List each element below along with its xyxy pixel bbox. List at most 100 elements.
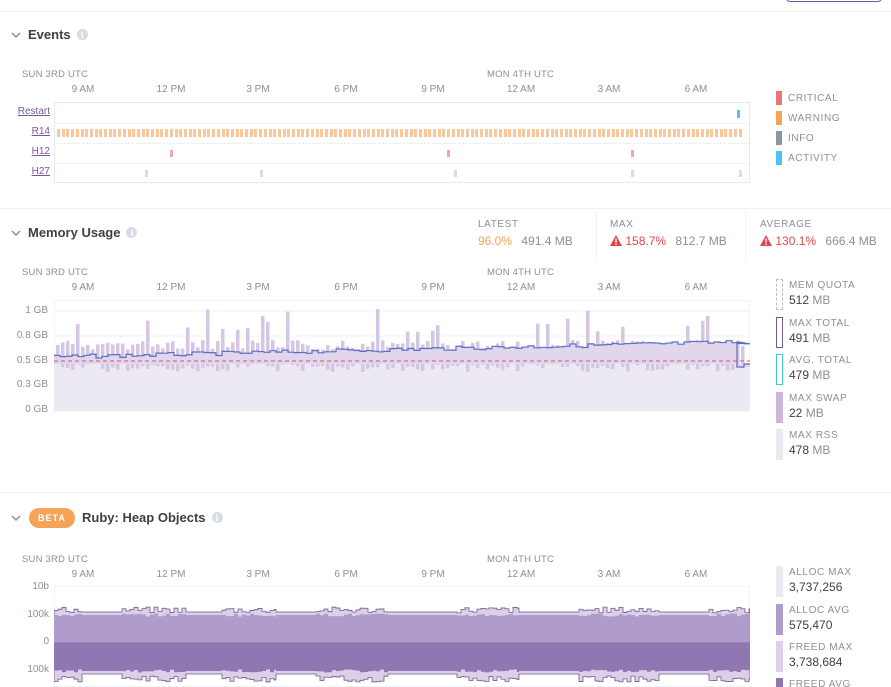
event-mark[interactable] — [738, 170, 742, 177]
event-mark[interactable] — [400, 129, 404, 137]
event-mark[interactable] — [644, 129, 648, 137]
event-mark[interactable] — [94, 129, 98, 137]
event-mark[interactable] — [484, 129, 488, 137]
chevron-down-icon[interactable] — [10, 29, 22, 41]
event-mark[interactable] — [470, 129, 474, 137]
event-mark[interactable] — [597, 129, 601, 137]
event-mark[interactable] — [503, 129, 507, 137]
event-mark[interactable] — [310, 129, 314, 137]
event-mark[interactable] — [738, 129, 742, 137]
event-mark[interactable] — [362, 129, 366, 137]
event-mark[interactable] — [75, 129, 79, 137]
event-mark[interactable] — [108, 129, 112, 137]
event-mark[interactable] — [381, 129, 385, 137]
event-mark[interactable] — [334, 129, 338, 137]
event-mark[interactable] — [545, 129, 549, 137]
event-mark[interactable] — [663, 129, 667, 137]
event-mark[interactable] — [588, 129, 592, 137]
event-mark[interactable] — [259, 170, 263, 177]
event-mark[interactable] — [301, 129, 305, 137]
event-mark[interactable] — [631, 170, 635, 177]
event-mark[interactable] — [700, 129, 704, 137]
event-mark[interactable] — [343, 129, 347, 137]
event-mark[interactable] — [541, 129, 545, 137]
event-mark[interactable] — [733, 129, 737, 137]
event-mark[interactable] — [282, 129, 286, 137]
event-mark[interactable] — [306, 129, 310, 137]
event-mark[interactable] — [113, 129, 117, 137]
event-mark[interactable] — [188, 129, 192, 137]
event-mark[interactable] — [564, 129, 568, 137]
event-mark[interactable] — [639, 129, 643, 137]
event-mark[interactable] — [292, 129, 295, 137]
event-mark[interactable] — [550, 129, 554, 137]
event-mark[interactable] — [277, 129, 281, 137]
event-mark[interactable] — [390, 129, 394, 137]
heap-section-header[interactable]: Ruby: Heap Objects i — [82, 510, 223, 525]
event-mark[interactable] — [602, 129, 606, 137]
event-mark[interactable] — [155, 129, 159, 137]
event-mark[interactable] — [677, 129, 681, 137]
chevron-down-icon[interactable] — [10, 512, 22, 524]
event-mark[interactable] — [686, 129, 690, 137]
event-mark[interactable] — [268, 129, 272, 137]
event-mark[interactable] — [423, 129, 427, 137]
event-mark[interactable] — [386, 129, 389, 137]
event-mark[interactable] — [630, 129, 634, 137]
event-mark[interactable] — [715, 129, 718, 137]
event-mark[interactable] — [371, 129, 375, 137]
event-mark[interactable] — [353, 129, 357, 137]
event-mark[interactable] — [414, 129, 418, 137]
event-mark[interactable] — [165, 129, 169, 137]
top-action-button[interactable] — [786, 0, 882, 2]
event-mark[interactable] — [245, 129, 248, 137]
event-mark[interactable] — [160, 129, 164, 137]
event-mark[interactable] — [61, 129, 65, 137]
event-mark[interactable] — [418, 129, 422, 137]
event-mark[interactable] — [122, 129, 126, 137]
event-mark[interactable] — [616, 129, 620, 137]
event-mark[interactable] — [169, 129, 173, 137]
event-mark[interactable] — [71, 129, 75, 137]
event-mark[interactable] — [259, 129, 263, 137]
event-mark[interactable] — [127, 129, 131, 137]
event-mark[interactable] — [141, 129, 145, 137]
event-mark[interactable] — [625, 129, 629, 137]
event-mark[interactable] — [494, 129, 498, 137]
event-mark[interactable] — [437, 129, 441, 137]
event-mark[interactable] — [682, 129, 686, 137]
event-mark[interactable] — [118, 129, 122, 137]
event-mark[interactable] — [183, 129, 187, 137]
event-mark[interactable] — [151, 129, 154, 137]
info-icon[interactable]: i — [211, 512, 223, 523]
event-mark[interactable] — [454, 170, 458, 177]
event-mark[interactable] — [536, 129, 540, 137]
event-mark[interactable] — [89, 129, 93, 137]
event-mark[interactable] — [174, 129, 178, 137]
event-mark[interactable] — [193, 129, 197, 137]
event-mark[interactable] — [522, 129, 526, 137]
restart-link[interactable]: Restart — [17, 106, 50, 117]
event-mark[interactable] — [447, 129, 451, 137]
event-mark[interactable] — [517, 129, 521, 137]
event-mark[interactable] — [736, 110, 740, 118]
event-mark[interactable] — [578, 129, 582, 137]
event-mark[interactable] — [367, 129, 371, 137]
event-mark[interactable] — [329, 129, 333, 137]
event-mark[interactable] — [456, 129, 460, 137]
event-mark[interactable] — [631, 150, 635, 157]
event-mark[interactable] — [320, 129, 324, 137]
event-mark[interactable] — [512, 129, 516, 137]
event-mark[interactable] — [653, 129, 657, 137]
event-mark[interactable] — [216, 129, 220, 137]
memory-section-header[interactable]: Memory Usage i — [10, 225, 138, 240]
event-mark[interactable] — [729, 129, 733, 137]
event-mark[interactable] — [57, 129, 60, 137]
event-mark[interactable] — [296, 129, 300, 137]
event-mark[interactable] — [240, 129, 244, 137]
event-mark[interactable] — [705, 129, 709, 137]
event-mark[interactable] — [339, 129, 342, 137]
event-mark[interactable] — [433, 129, 436, 137]
event-mark[interactable] — [235, 129, 239, 137]
event-mark[interactable] — [198, 129, 201, 137]
